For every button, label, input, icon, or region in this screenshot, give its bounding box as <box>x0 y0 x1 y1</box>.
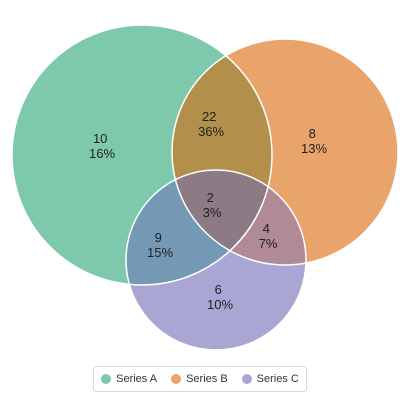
venn-chart: 10 16% 8 13% 6 10% 22 36% 9 15% 4 7% 2 3… <box>11 24 399 351</box>
region-label-b-only: 8 13% <box>301 126 327 156</box>
region-label-ab: 22 36% <box>198 109 224 139</box>
region-label-bc: 4 7% <box>259 221 278 251</box>
region-label-a-only: 10 16% <box>89 131 115 161</box>
outline-a <box>11 24 273 286</box>
outline-b <box>171 38 399 266</box>
legend-item-series-a[interactable]: Series A <box>101 373 157 385</box>
legend-item-series-c[interactable]: Series C <box>241 373 299 385</box>
legend-item-series-b[interactable]: Series B <box>171 373 228 385</box>
legend-label-series-c: Series C <box>256 373 299 385</box>
outline-c <box>125 169 307 351</box>
legend-swatch-series-b <box>171 374 182 384</box>
region-label-c-only: 6 10% <box>207 282 233 312</box>
legend: Series A Series B Series C <box>93 366 307 392</box>
region-label-abc: 2 3% <box>203 190 222 220</box>
legend-swatch-series-c <box>241 374 252 384</box>
legend-label-series-b: Series B <box>186 373 228 385</box>
legend-label-series-a: Series A <box>116 373 158 385</box>
region-label-ac: 9 15% <box>147 230 173 260</box>
legend-swatch-series-a <box>101 374 112 384</box>
